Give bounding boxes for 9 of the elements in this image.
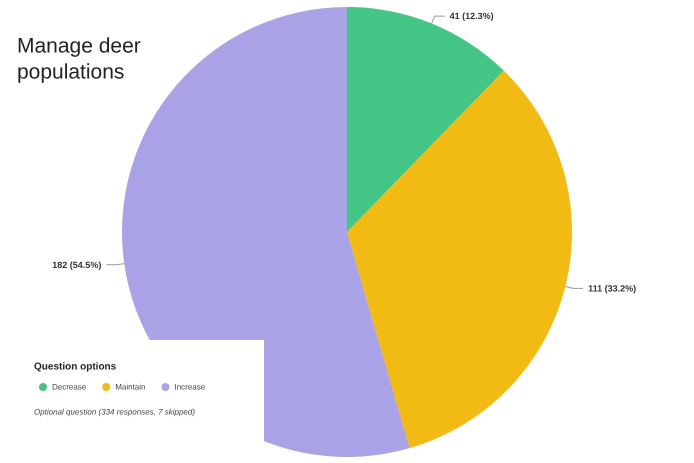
data-label: 182 (54.5%) [52,260,102,270]
legend-label: Increase [174,382,206,392]
data-label: 111 (33.2%) [588,283,636,294]
text: Manage deer populations [17,34,147,84]
data-label: 41 (12.3%) [450,11,494,22]
legend-title: Question options [34,362,117,372]
text: Optional question (334 responses, 7 skipped) [34,408,196,416]
legend-label: Decrease [52,382,87,392]
legend-label: Maintain [115,382,146,392]
